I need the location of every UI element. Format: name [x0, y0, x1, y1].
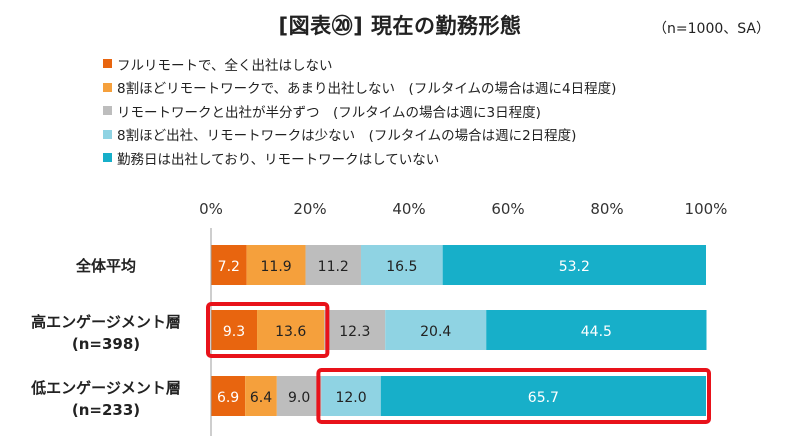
data-label: 9.3	[223, 324, 245, 340]
data-label: 7.2	[218, 259, 240, 275]
bar-segment	[211, 376, 246, 416]
bar-segment	[360, 245, 443, 285]
legend-label: リモートワークと出社が半分ずつ (フルタイムの場合は週に3日程度)	[117, 104, 541, 121]
data-label: 11.2	[318, 259, 349, 275]
x-tick-label: 100%	[685, 200, 728, 218]
bar-segment	[245, 376, 277, 416]
category-label: 全体平均	[75, 257, 136, 275]
highlight-box	[316, 368, 711, 424]
data-label: 13.6	[275, 324, 306, 340]
data-label: 65.7	[528, 390, 559, 406]
bar-segment	[442, 245, 706, 285]
bar-segment	[211, 245, 247, 285]
legend-swatch	[103, 82, 112, 92]
x-tick-label: 40%	[392, 200, 425, 218]
legend-item: フルリモートで、全く出社はしない	[103, 52, 616, 76]
legend-item: リモートワークと出社が半分ずつ (フルタイムの場合は週に3日程度)	[103, 99, 616, 123]
data-label: 11.9	[261, 259, 292, 275]
legend-swatch	[103, 129, 112, 139]
legend-swatch	[103, 153, 112, 163]
legend-swatch	[103, 106, 112, 116]
chart-title: [図表⑳] 現在の勤務形態	[278, 14, 522, 38]
sample-note: （n=1000、SA）	[653, 21, 770, 37]
x-tick-label: 80%	[590, 200, 623, 218]
legend-item: 8割ほどリモートワークで、あまり出社しない (フルタイムの場合は週に4日程度)	[103, 76, 616, 100]
data-label: 6.9	[217, 390, 239, 406]
data-label: 44.5	[581, 324, 612, 340]
bar-segment	[305, 245, 361, 285]
data-label: 12.0	[335, 390, 366, 406]
data-label: 12.3	[339, 324, 370, 340]
category-sublabel: (n=233)	[72, 401, 140, 419]
bar-segment	[276, 376, 322, 416]
data-label: 6.4	[250, 390, 272, 406]
x-tick-label: 60%	[491, 200, 524, 218]
data-label: 16.5	[386, 259, 417, 275]
bar-segment	[246, 245, 306, 285]
bar-segment	[486, 310, 707, 350]
legend-item: 勤務日は出社しており、リモートワークはしていない	[103, 146, 616, 170]
legend-swatch	[103, 59, 112, 69]
data-label: 20.4	[420, 324, 451, 340]
bar-segment	[380, 376, 706, 416]
category-sublabel: (n=398)	[72, 335, 140, 353]
highlight-box	[206, 302, 330, 358]
bar-segment	[385, 310, 487, 350]
bar-segment	[324, 310, 386, 350]
data-label: 53.2	[559, 259, 590, 275]
bar-segment	[257, 310, 325, 350]
legend-label: フルリモートで、全く出社はしない	[117, 57, 333, 74]
legend-label: 勤務日は出社しており、リモートワークはしていない	[117, 151, 440, 168]
legend-label: 8割ほど出社、リモートワークは少ない (フルタイムの場合は週に2日程度)	[117, 128, 577, 145]
legend: フルリモートで、全く出社はしない 8割ほどリモートワークで、あまり出社しない (…	[103, 52, 616, 170]
x-tick-label: 20%	[293, 200, 326, 218]
legend-label: 8割ほどリモートワークで、あまり出社しない (フルタイムの場合は週に4日程度)	[117, 81, 617, 98]
category-label: 高エンゲージメント層	[31, 313, 181, 331]
category-label: 低エンゲージメント層	[30, 379, 181, 397]
bar-segment	[321, 376, 381, 416]
data-label: 9.0	[288, 390, 310, 406]
bar-segment	[211, 310, 258, 350]
legend-item: 8割ほど出社、リモートワークは少ない (フルタイムの場合は週に2日程度)	[103, 123, 616, 147]
x-tick-label: 0%	[199, 200, 223, 218]
